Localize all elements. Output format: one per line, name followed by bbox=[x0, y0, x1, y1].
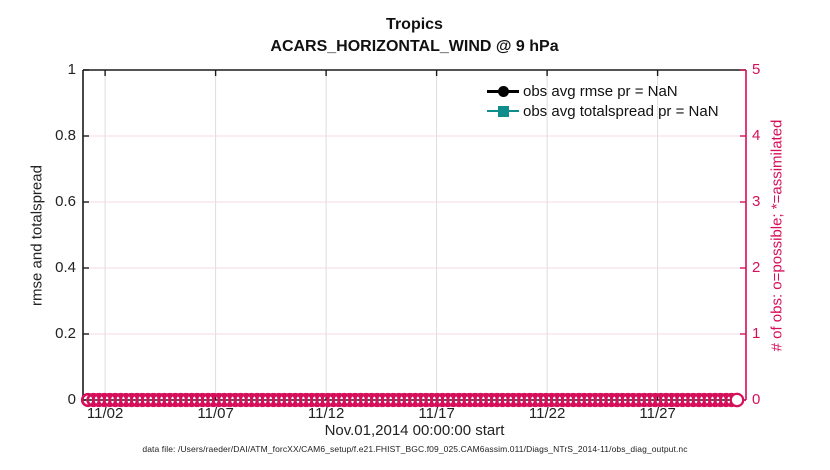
right-y-tick-label: 3 bbox=[752, 193, 761, 210]
x-tick-label: 11/02 bbox=[86, 405, 124, 422]
right-y-tick-label: 1 bbox=[752, 325, 761, 342]
legend-swatch-totalspread bbox=[487, 104, 519, 118]
x-tick-label: 11/17 bbox=[418, 405, 455, 422]
chart-title: Tropics bbox=[386, 16, 443, 33]
chart-subtitle: ACARS_HORIZONTAL_WIND @ 9 hPa bbox=[270, 38, 559, 55]
right-y-tick-label: 5 bbox=[752, 61, 761, 78]
left-y-tick-label: 0.8 bbox=[55, 127, 76, 144]
data-file-path: data file: /Users/raeder/DAI/ATM_forcXX/… bbox=[142, 444, 688, 454]
x-axis-label: Nov.01,2014 00:00:00 start bbox=[324, 422, 505, 439]
circle-marker-icon bbox=[497, 86, 509, 98]
left-y-tick-label: 0.6 bbox=[55, 193, 76, 210]
x-tick-label: 11/12 bbox=[307, 405, 345, 422]
left-y-tick-label: 1 bbox=[67, 61, 76, 78]
right-y-tick-label: 2 bbox=[752, 259, 761, 276]
legend: obs avg rmse pr = NaN obs avg totalsprea… bbox=[487, 82, 719, 121]
legend-entry-totalspread: obs avg totalspread pr = NaN bbox=[487, 102, 719, 122]
legend-entry-rmse: obs avg rmse pr = NaN bbox=[487, 82, 719, 102]
x-tick-label: 11/22 bbox=[528, 405, 566, 422]
legend-label-rmse: obs avg rmse pr = NaN bbox=[523, 83, 678, 101]
left-y-tick-label: 0 bbox=[67, 391, 76, 408]
legend-label-totalspread: obs avg totalspread pr = NaN bbox=[523, 102, 719, 120]
left-y-tick-label: 0.2 bbox=[55, 325, 76, 342]
square-marker-icon bbox=[497, 105, 509, 117]
right-y-axis-label: # of obs: o=possible; *=assimilated bbox=[768, 119, 786, 352]
x-tick-label: 11/07 bbox=[197, 405, 234, 422]
x-tick-label: 11/27 bbox=[639, 405, 676, 422]
legend-swatch-rmse bbox=[487, 85, 519, 99]
left-y-tick-label: 0.4 bbox=[55, 259, 76, 276]
right-y-tick-label: 4 bbox=[752, 127, 761, 144]
right-y-tick-label: 0 bbox=[752, 391, 761, 408]
left-y-axis-label: rmse and totalspread bbox=[28, 165, 46, 306]
